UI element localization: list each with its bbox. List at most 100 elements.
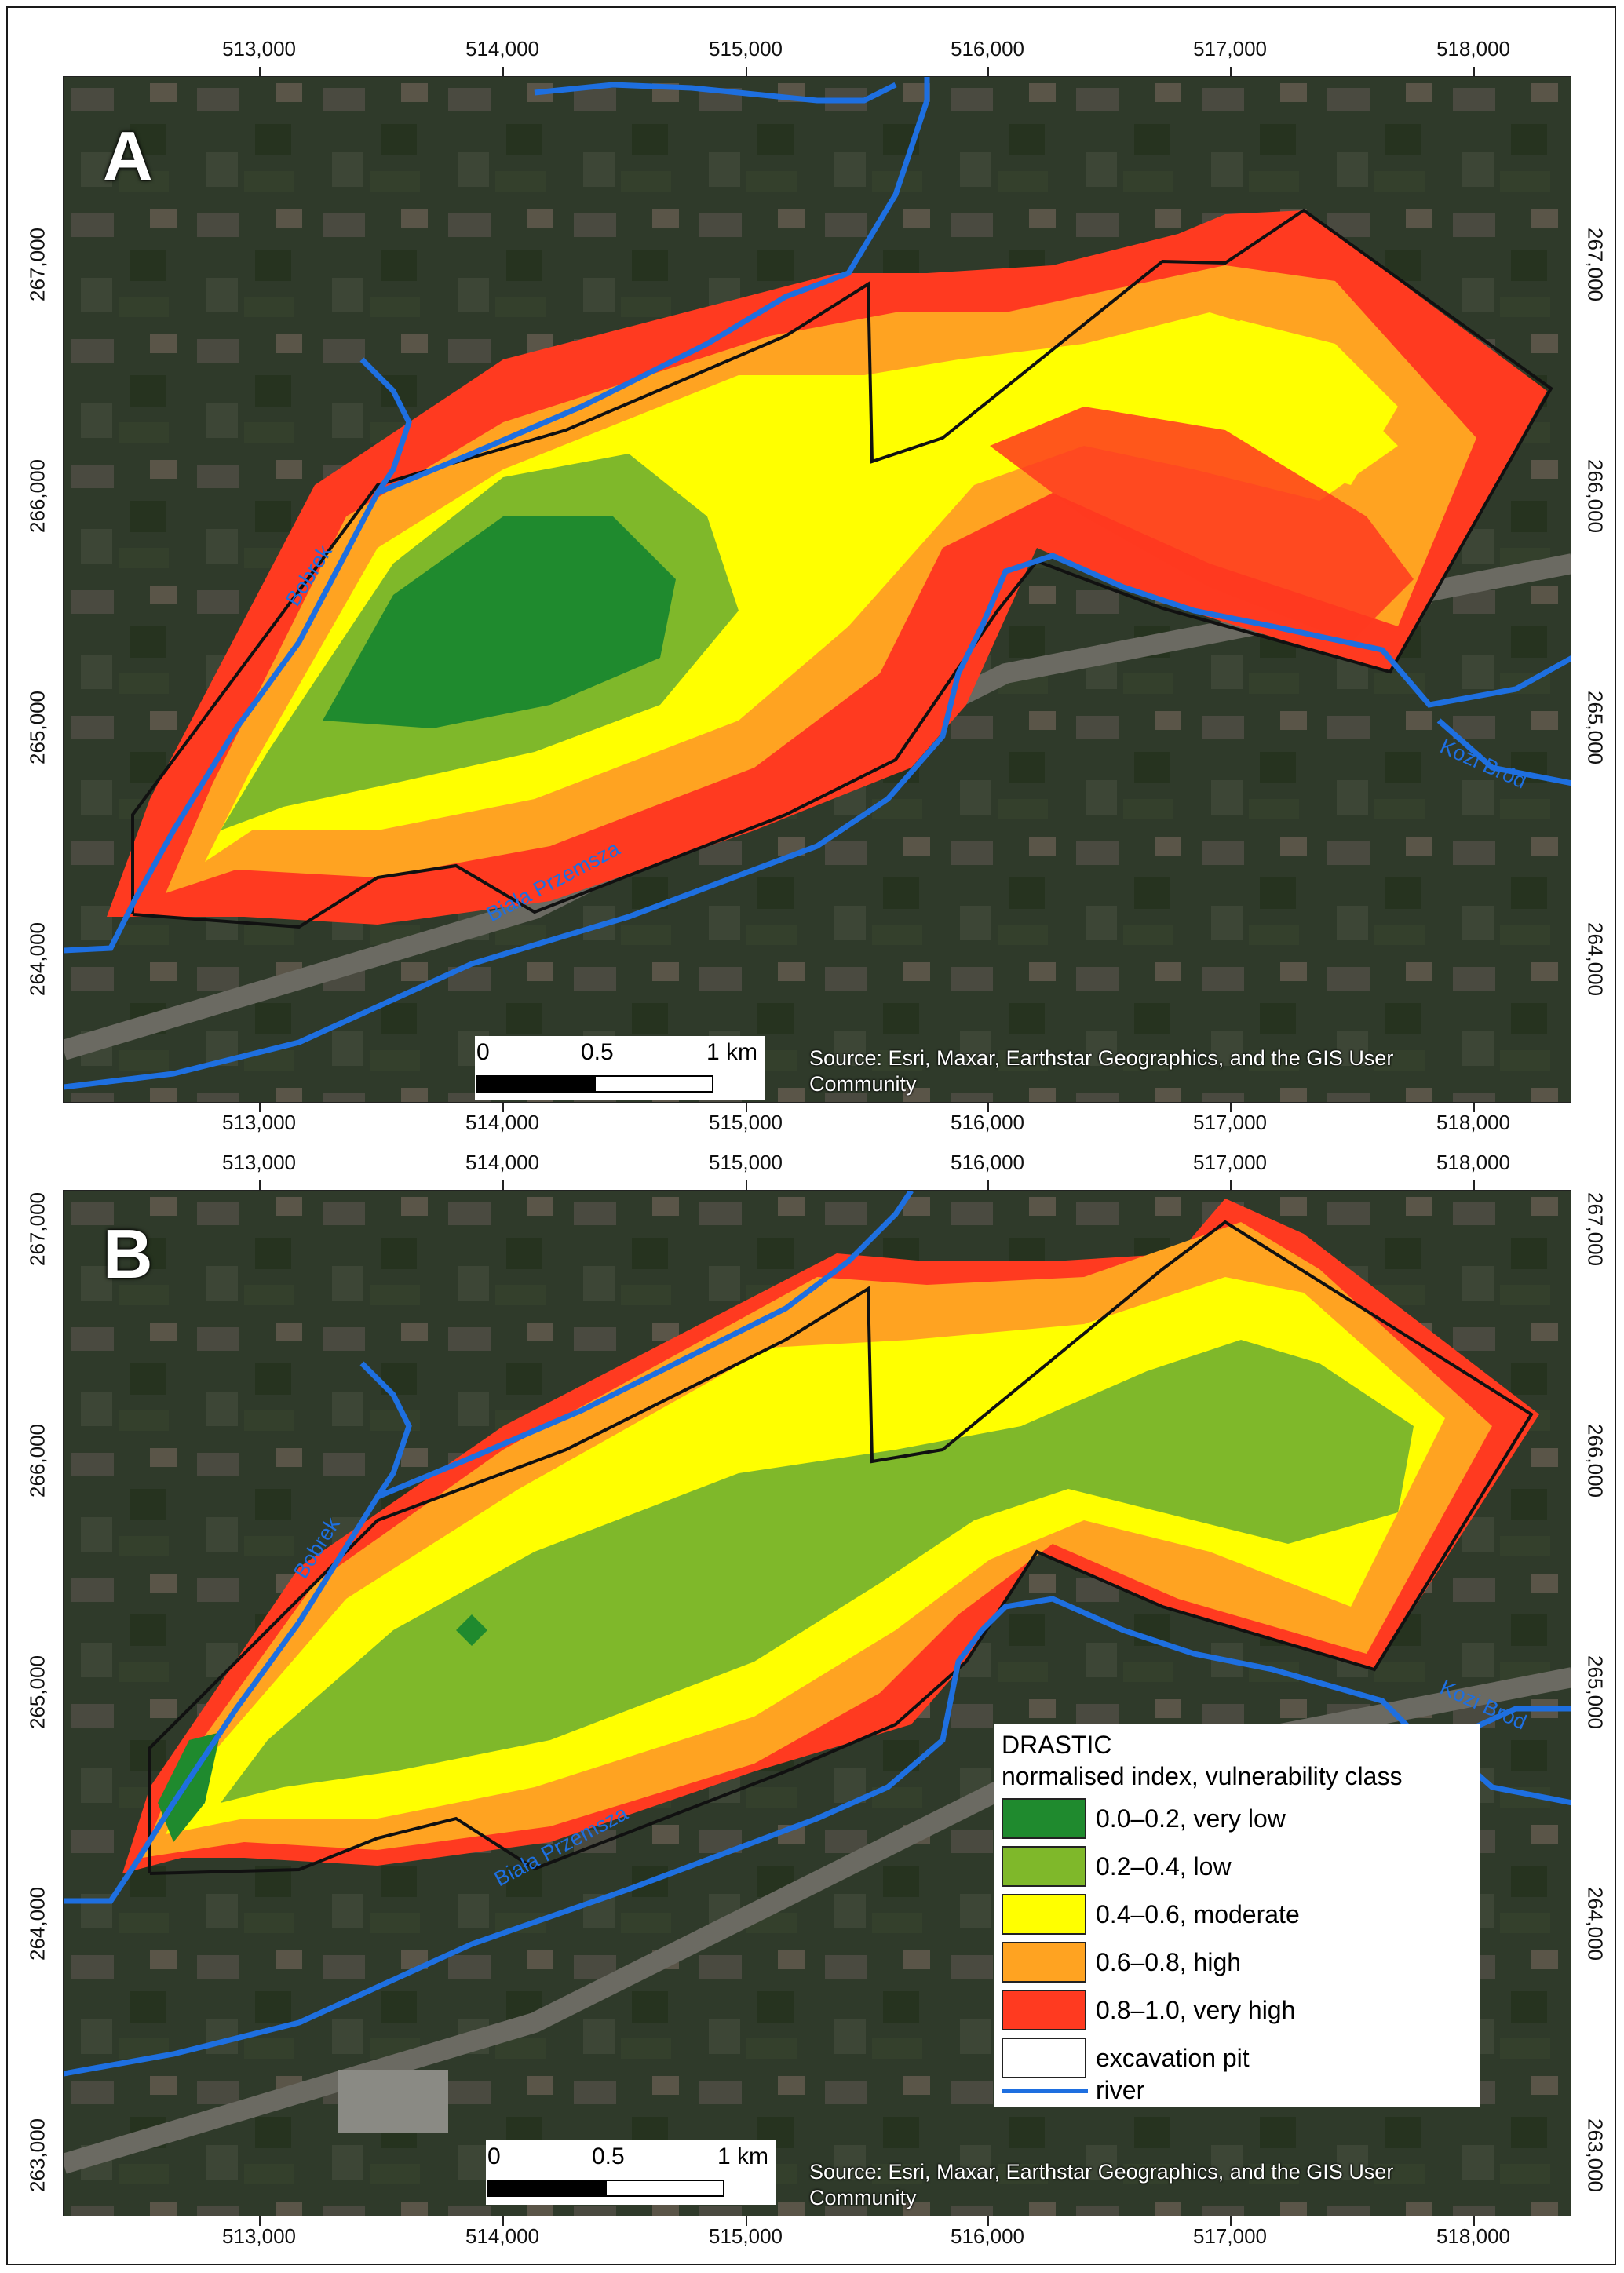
- x-tick-label-top: 516,000: [951, 37, 1024, 60]
- x-tick-mark: [502, 67, 504, 76]
- legend-item-low: 0.2–0.4, low: [1002, 1846, 1473, 1887]
- x-tick-label-bottom: 514,000: [465, 2224, 539, 2248]
- panel-a-map-canvas: [64, 77, 1571, 1102]
- x-tick-label-top: 513,000: [222, 1151, 296, 1174]
- legend-swatch: [1002, 1798, 1086, 1839]
- x-tick-mark: [987, 1180, 989, 1190]
- x-tick-mark: [259, 1103, 261, 1112]
- y-tick-label-right: 264,000: [1583, 1887, 1608, 1961]
- x-tick-mark: [987, 2216, 989, 2226]
- y-tick-label-right: 263,000: [1583, 2118, 1608, 2192]
- excavation-pit-outline: [131, 208, 1553, 929]
- x-tick-mark: [1230, 1103, 1232, 1112]
- panel-b-source-credit: Source: Esri, Maxar, Earthstar Geographi…: [809, 2160, 1394, 2209]
- y-tick-label-right: 266,000: [1583, 1424, 1608, 1498]
- x-tick-mark: [746, 1180, 747, 1190]
- legend: DRASTIC normalised index, vulnerability …: [994, 1724, 1480, 2107]
- legend-item-moderate: 0.4–0.6, moderate: [1002, 1894, 1473, 1935]
- y-tick-label-left: 265,000: [25, 1655, 49, 1729]
- x-tick-mark: [1230, 2216, 1232, 2226]
- scale-segment-black: [476, 1075, 596, 1093]
- x-tick-label-top: 518,000: [1436, 1151, 1510, 1174]
- drastic-raster-a: [107, 210, 1547, 925]
- x-tick-mark: [259, 2216, 261, 2226]
- legend-item-river: river: [1002, 2070, 1473, 2111]
- x-tick-label-bottom: 515,000: [709, 2224, 783, 2248]
- warehouse-roof: [338, 2070, 448, 2133]
- scale-label-0: 0: [476, 1039, 490, 1065]
- x-tick-mark: [746, 1103, 747, 1112]
- x-tick-label-top: 514,000: [465, 1151, 539, 1174]
- legend-label: excavation pit: [1096, 2044, 1250, 2072]
- x-tick-label-bottom: 516,000: [951, 2224, 1024, 2248]
- legend-item-very-low: 0.0–0.2, very low: [1002, 1798, 1473, 1839]
- x-tick-mark: [502, 1103, 504, 1112]
- x-tick-mark: [1473, 67, 1475, 76]
- x-tick-mark: [259, 1180, 261, 1190]
- x-tick-mark: [1473, 2216, 1475, 2226]
- drastic-raster-b: [122, 1199, 1539, 1873]
- legend-swatch: [1002, 1846, 1086, 1887]
- y-tick-label-left: 263,000: [25, 2118, 49, 2192]
- x-tick-mark: [1473, 1103, 1475, 1112]
- excavation-pit-outline: [148, 1220, 1534, 1875]
- x-tick-label-top: 513,000: [222, 37, 296, 60]
- panel-a-map: A Bobrek Biała Przemsza Kozi Bród 0 0.5 …: [63, 76, 1571, 1103]
- legend-item-excavation-pit: excavation pit: [1002, 2038, 1473, 2078]
- legend-label: 0.0–0.2, very low: [1096, 1804, 1286, 1833]
- legend-subtitle: normalised index, vulnerability class: [1002, 1762, 1403, 1790]
- legend-label: 0.2–0.4, low: [1096, 1852, 1232, 1881]
- panel-b-scale-bar: 0 0.5 1 km: [486, 2140, 776, 2205]
- legend-river-line: [1002, 2089, 1088, 2093]
- x-tick-label-bottom: 515,000: [709, 1111, 783, 1134]
- scale-label-1km: 1 km: [706, 1039, 758, 1065]
- y-tick-label-right: 267,000: [1583, 228, 1608, 301]
- legend-label: river: [1096, 2076, 1145, 2104]
- y-tick-label-left: 264,000: [25, 922, 49, 996]
- y-tick-label-left: 266,000: [25, 1424, 49, 1498]
- x-tick-mark: [1230, 67, 1232, 76]
- x-tick-label-top: 514,000: [465, 37, 539, 60]
- x-tick-label-bottom: 514,000: [465, 1111, 539, 1134]
- scale-segment-white: [594, 1075, 713, 1093]
- panel-b-label: B: [103, 1215, 153, 1293]
- y-tick-label-right: 265,000: [1583, 691, 1608, 764]
- x-tick-label-bottom: 513,000: [222, 1111, 296, 1134]
- x-tick-mark: [1473, 1180, 1475, 1190]
- x-tick-mark: [1230, 1180, 1232, 1190]
- x-tick-label-bottom: 518,000: [1436, 2224, 1510, 2248]
- x-tick-mark: [746, 2216, 747, 2226]
- scale-label-0: 0: [487, 2143, 501, 2169]
- x-tick-mark: [987, 67, 989, 76]
- y-tick-label-right: 265,000: [1583, 1655, 1608, 1729]
- x-tick-label-top: 516,000: [951, 1151, 1024, 1174]
- legend-swatch: [1002, 1942, 1086, 1983]
- x-tick-label-top: 518,000: [1436, 37, 1510, 60]
- x-tick-mark: [987, 1103, 989, 1112]
- legend-swatch: [1002, 1990, 1086, 2030]
- panel-a-label: A: [103, 117, 153, 195]
- y-tick-label-left: 265,000: [25, 691, 49, 764]
- y-tick-label-left: 266,000: [25, 459, 49, 533]
- x-tick-label-bottom: 517,000: [1193, 1111, 1267, 1134]
- x-tick-mark: [502, 2216, 504, 2226]
- panel-a-scale-bar: 0 0.5 1 km: [475, 1036, 765, 1100]
- x-tick-mark: [502, 1180, 504, 1190]
- x-tick-mark: [259, 67, 261, 76]
- scale-segment-black: [487, 2180, 607, 2197]
- x-tick-label-top: 517,000: [1193, 37, 1267, 60]
- x-tick-label-top: 515,000: [709, 1151, 783, 1174]
- scale-label-half: 0.5: [592, 2143, 625, 2169]
- x-tick-mark: [746, 67, 747, 76]
- legend-item-high: 0.6–0.8, high: [1002, 1942, 1473, 1983]
- legend-label: 0.8–1.0, very high: [1096, 1996, 1296, 2024]
- scale-label-1km: 1 km: [717, 2143, 769, 2169]
- x-tick-label-top: 517,000: [1193, 1151, 1267, 1174]
- legend-item-very-high: 0.8–1.0, very high: [1002, 1990, 1473, 2030]
- legend-label: 0.6–0.8, high: [1096, 1948, 1242, 1976]
- y-tick-label-left: 264,000: [25, 1887, 49, 1961]
- x-tick-label-bottom: 513,000: [222, 2224, 296, 2248]
- y-tick-label-right: 264,000: [1583, 922, 1608, 996]
- figure-frame: [6, 6, 1616, 2265]
- x-tick-label-top: 515,000: [709, 37, 783, 60]
